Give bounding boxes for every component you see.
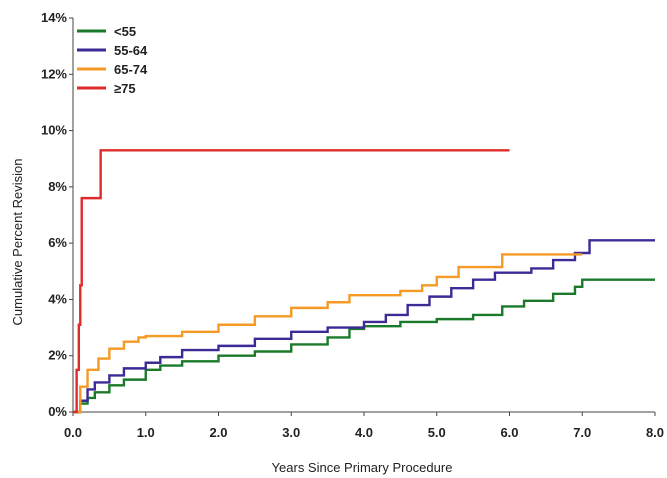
x-tick-label: 1.0: [137, 425, 155, 440]
y-tick-label: 0%: [48, 404, 67, 419]
x-tick-label: 3.0: [282, 425, 300, 440]
series-line: [73, 239, 655, 414]
y-tick-label: 10%: [41, 123, 67, 138]
y-tick-label: 6%: [48, 235, 67, 250]
x-axis-title: Years Since Primary Procedure: [272, 460, 453, 475]
y-tick-label: 4%: [48, 291, 67, 306]
legend-label: 65-74: [114, 62, 148, 77]
y-tick-label: 14%: [41, 10, 67, 25]
legend-label: 55-64: [114, 43, 148, 58]
x-tick-label: 7.0: [573, 425, 591, 440]
series-line: [73, 253, 583, 414]
x-tick-label: 2.0: [209, 425, 227, 440]
y-axis-ticks: 0% 2% 4% 6% 8% 10% 12% 14%: [41, 10, 73, 419]
series-line: [73, 149, 510, 414]
series-lines: [73, 149, 655, 414]
y-tick-label: 12%: [41, 66, 67, 81]
x-axis-ticks: 0.0 1.0 2.0 3.0 4.0 5.0 6.0 7.0 8.0: [64, 412, 664, 440]
x-tick-label: 0.0: [64, 425, 82, 440]
legend-label: ≥75: [114, 81, 136, 96]
legend-label: <55: [114, 24, 136, 39]
y-tick-label: 2%: [48, 348, 67, 363]
y-axis-title: Cumulative Percent Revision: [10, 159, 25, 326]
series-line: [73, 278, 655, 414]
x-tick-label: 5.0: [428, 425, 446, 440]
x-tick-label: 6.0: [500, 425, 518, 440]
legend: <55 55-64 65-74 ≥75: [77, 24, 148, 96]
x-tick-label: 4.0: [355, 425, 373, 440]
y-tick-label: 8%: [48, 179, 67, 194]
x-tick-label: 8.0: [646, 425, 664, 440]
